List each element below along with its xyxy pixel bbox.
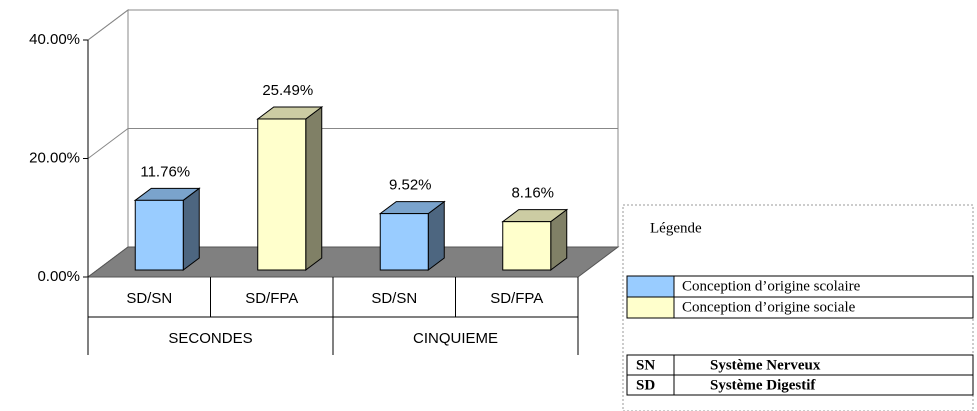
bar [134, 199, 184, 271]
abbr-key: SD [636, 377, 655, 393]
legend-row [673, 296, 974, 319]
legend-title: Légende [650, 220, 702, 236]
bar [502, 221, 552, 271]
y-tick-label: 40.00% [29, 31, 80, 48]
group-label: SECONDES [168, 330, 252, 347]
x-tick-label: SD/SN [126, 290, 172, 307]
legend-swatch [626, 296, 675, 319]
value-label: 25.49% [262, 82, 313, 99]
x-tick-label: SD/FPA [490, 290, 543, 307]
legend-box [622, 204, 974, 411]
legend-swatch [626, 275, 675, 298]
abbr-meaning: Système Nerveux [710, 357, 821, 373]
legend-label: Conception d’origine sociale [682, 299, 856, 315]
abbr-cell [673, 374, 974, 396]
bar-side [305, 105, 323, 271]
x-tick-label: SD/FPA [245, 290, 298, 307]
abbr-meaning: Système Digestif [710, 377, 816, 393]
bar [257, 118, 307, 271]
value-label: 11.76% [140, 163, 190, 180]
x-tick-label: SD/SN [371, 290, 417, 307]
value-label: 9.52% [389, 177, 432, 194]
group-label: CINQUIEME [413, 330, 498, 347]
legend-label: Conception d’origine scolaire [682, 278, 861, 294]
value-label: 8.16% [511, 185, 554, 202]
y-tick-label: 0.00% [37, 268, 80, 285]
bar-side [182, 187, 200, 271]
bar [379, 213, 429, 271]
grid-line [87, 128, 618, 159]
floor [86, 246, 620, 278]
grid-line [87, 9, 618, 41]
y-tick-label: 20.00% [29, 149, 80, 166]
abbr-key: SN [636, 357, 655, 373]
